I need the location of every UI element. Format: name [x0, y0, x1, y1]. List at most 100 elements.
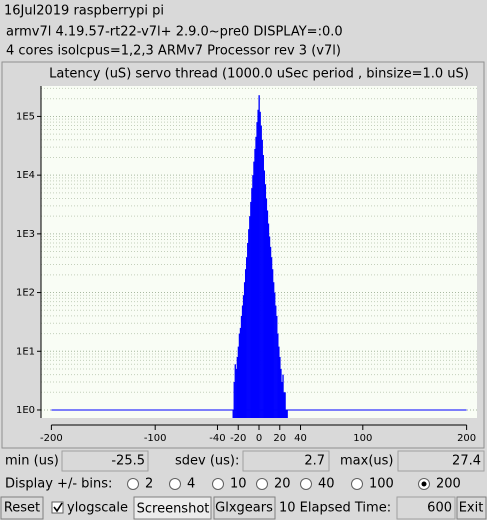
entry[interactable]: [242, 450, 330, 472]
bar: [282, 374, 284, 418]
bar: [232, 409, 234, 418]
bar: [258, 95, 260, 418]
glxgears-button[interactable]: [213, 496, 276, 520]
bar: [266, 210, 269, 418]
bar: [243, 282, 246, 418]
stat-value: 2.7: [304, 454, 325, 469]
bar: [248, 229, 250, 418]
bar: [265, 198, 268, 418]
entry[interactable]: [396, 496, 456, 520]
bar: [249, 216, 251, 418]
x-tick-label: 20: [273, 433, 286, 444]
bar: [251, 188, 253, 418]
entry[interactable]: [397, 450, 485, 472]
x-tick-label: -40: [209, 433, 225, 444]
bar: [247, 242, 249, 418]
header-line: 16Jul2019 raspberrypi pi: [4, 4, 164, 19]
y-tick-label: 1E0: [16, 405, 35, 416]
entry[interactable]: [61, 450, 149, 472]
radio-button[interactable]: [127, 478, 139, 490]
bar: [279, 356, 281, 418]
bar: [285, 409, 287, 418]
bar: [246, 257, 248, 418]
x-tick-label: 40: [294, 433, 307, 444]
bar: [262, 155, 264, 419]
radio-button[interactable]: [351, 478, 363, 490]
bar: [278, 346, 280, 418]
stat-label: min (us): [5, 454, 59, 469]
chart-title: Latency (uS) servo thread (1000.0 uSec p…: [49, 67, 469, 82]
stat-label: max(us): [340, 454, 393, 469]
x-tick-label: -100: [144, 433, 167, 444]
bar: [283, 392, 285, 418]
bar: [254, 148, 256, 418]
bar: [277, 333, 279, 418]
bar: [242, 295, 245, 418]
bar: [273, 282, 275, 418]
y-tick-label: 1E2: [16, 288, 35, 299]
bar: [269, 246, 272, 418]
radio-button[interactable]: [300, 478, 312, 490]
y-tick-label: 1E4: [16, 170, 35, 181]
radio-dot: [421, 481, 427, 487]
checkbox[interactable]: [51, 501, 64, 514]
radio-label: 20: [274, 477, 291, 492]
x-tick-label: 100: [353, 433, 372, 444]
x-tick-label: 200: [457, 433, 476, 444]
bar: [261, 139, 263, 418]
bar: [275, 305, 277, 418]
bar: [238, 333, 241, 418]
check-mark: [53, 502, 63, 513]
bar: [280, 368, 282, 418]
bar: [271, 269, 274, 418]
radio-label: 4: [187, 477, 195, 492]
bar: [281, 381, 283, 418]
bar: [239, 327, 242, 418]
radio-label: 2: [145, 477, 153, 492]
header-line: 4 cores isolcpus=1,2,3 ARMv7 Processor r…: [6, 44, 341, 59]
radio-label: 40: [318, 477, 335, 492]
bar: [237, 346, 240, 418]
bar: [264, 184, 267, 418]
bar: [286, 409, 288, 418]
stat-value: 27.4: [452, 454, 481, 469]
radio-group: 2 4 10 20 40 100 200: [127, 477, 461, 492]
button-label: Glxgears: [215, 501, 273, 516]
bar: [267, 223, 270, 418]
radio-button[interactable]: [212, 478, 224, 490]
header-line: armv7l 4.19.57-rt22-v7l+ 2.9.0~pre0 DISP…: [6, 25, 343, 40]
stat-value: -25.5: [111, 454, 145, 469]
elapsed-label: 10 Elapsed Time:: [279, 501, 391, 516]
bar: [241, 305, 244, 418]
reset-button[interactable]: [0, 496, 44, 520]
bar: [260, 125, 262, 419]
x-tick-label: -200: [40, 433, 63, 444]
radio-label: 200: [436, 477, 461, 492]
bar: [252, 175, 254, 418]
x-tick-label: -20: [230, 433, 246, 444]
bar: [259, 111, 261, 418]
radio-button[interactable]: [169, 478, 181, 490]
y-tick-label: 1E1: [16, 346, 35, 357]
bar: [284, 392, 286, 418]
y-tick-label: 1E3: [16, 229, 35, 240]
bar: [235, 368, 237, 418]
exit-button[interactable]: [456, 496, 487, 520]
elapsed-value: 600: [427, 501, 452, 516]
checkbox-label: ylogscale: [67, 501, 128, 516]
bar: [250, 201, 252, 418]
bar: [253, 161, 255, 418]
screenshot-button[interactable]: [133, 496, 212, 520]
bar: [240, 315, 243, 418]
stat-label: sdev (us):: [175, 454, 239, 469]
button-label: Reset: [4, 501, 40, 516]
bar: [255, 136, 257, 418]
y-tick-label: 1E5: [16, 111, 35, 122]
bar: [256, 122, 258, 419]
bar: [270, 257, 273, 418]
bar: [276, 315, 278, 418]
radio-button[interactable]: [256, 478, 268, 490]
